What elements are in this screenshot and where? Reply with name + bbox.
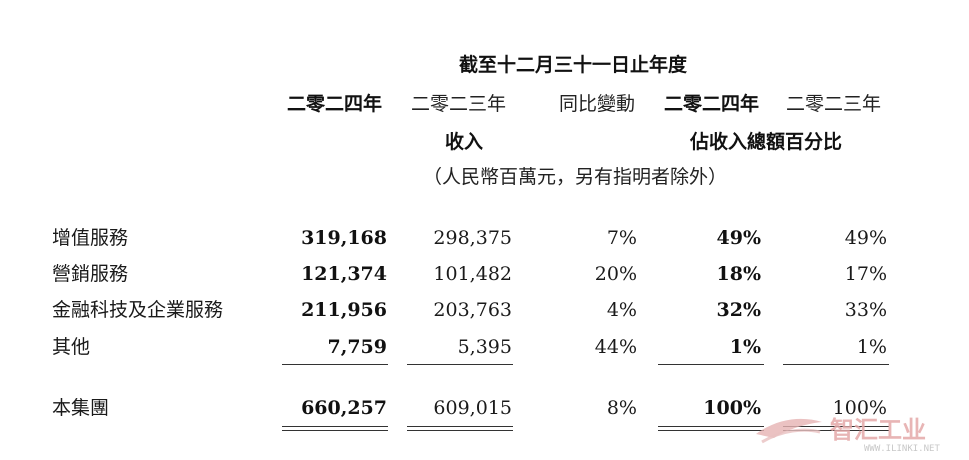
- total-double-rule: [282, 430, 388, 431]
- cell-2024: 121,374: [301, 263, 387, 285]
- cell-pct-2023: 33%: [844, 299, 887, 321]
- total-double-rule: [407, 426, 513, 427]
- cell-2023: 101,482: [433, 263, 512, 285]
- cell-yoy: 44%: [594, 336, 637, 358]
- total-double-rule: [783, 430, 889, 431]
- total-pct-2023: 100%: [832, 397, 887, 419]
- cell-pct-2024: 32%: [716, 299, 762, 321]
- pct-of-total-subheader: 佔收入總額百分比: [690, 131, 843, 153]
- total-double-rule: [658, 430, 764, 431]
- total-double-rule: [658, 426, 764, 427]
- cell-2024: 319,168: [301, 227, 387, 249]
- subtotal-rule: [282, 364, 388, 365]
- subtotal-rule: [658, 364, 764, 365]
- total-double-rule: [783, 426, 889, 427]
- total-2023: 609,015: [433, 397, 512, 419]
- cell-pct-2023: 17%: [844, 263, 887, 285]
- cell-2023: 298,375: [433, 227, 512, 249]
- total-pct-2024: 100%: [703, 397, 761, 419]
- total-double-rule: [407, 430, 513, 431]
- cell-yoy: 7%: [606, 227, 637, 249]
- total-yoy: 8%: [606, 397, 637, 419]
- row-label-fintech: 金融科技及企業服務: [52, 299, 224, 321]
- cell-2023: 203,763: [433, 299, 512, 321]
- total-2024: 660,257: [301, 397, 387, 419]
- row-label-vas: 增值服務: [52, 227, 129, 249]
- watermark-logo: 智汇工业 WWW.ILINKI.NET: [752, 404, 968, 456]
- row-label-marketing: 營銷服務: [52, 263, 129, 285]
- cell-2024: 7,759: [327, 336, 388, 358]
- cell-yoy: 20%: [594, 263, 637, 285]
- cell-pct-2023: 49%: [844, 227, 887, 249]
- cell-pct-2024: 1%: [729, 336, 761, 358]
- col-header-2023: 二零二三年: [411, 93, 507, 115]
- col-header-pct-2023: 二零二三年: [786, 93, 882, 115]
- cell-pct-2023: 1%: [856, 336, 887, 358]
- cell-2023: 5,395: [457, 336, 512, 358]
- watermark-url: WWW.ILINKI.NET: [864, 444, 940, 454]
- col-header-pct-2024: 二零二四年: [664, 93, 760, 115]
- cell-pct-2024: 49%: [716, 227, 762, 249]
- subtotal-rule: [407, 364, 513, 365]
- cell-yoy: 4%: [606, 299, 637, 321]
- row-label-group-total: 本集團: [52, 397, 110, 419]
- watermark-brand: 智汇工业: [830, 416, 926, 444]
- subtotal-rule: [783, 364, 889, 365]
- cell-pct-2024: 18%: [716, 263, 762, 285]
- total-double-rule: [282, 426, 388, 427]
- revenue-subheader: 收入: [445, 131, 484, 153]
- col-header-2024: 二零二四年: [287, 93, 383, 115]
- cell-2024: 211,956: [301, 299, 387, 321]
- row-label-others: 其他: [52, 336, 91, 358]
- unit-note: （人民幣百萬元，另有指明者除外）: [423, 166, 728, 188]
- period-heading: 截至十二月三十一日止年度: [459, 54, 688, 76]
- col-header-yoy: 同比變動: [559, 93, 636, 115]
